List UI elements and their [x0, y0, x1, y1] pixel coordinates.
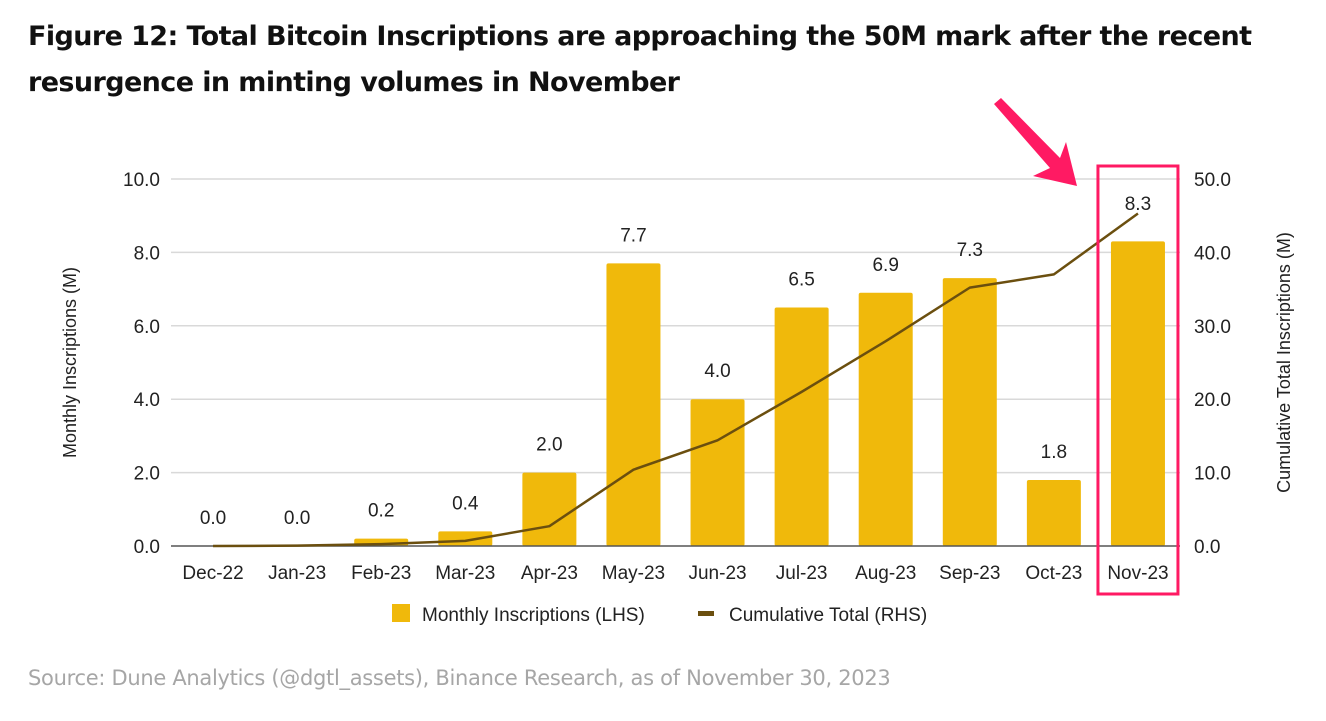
x-axis: Dec-22 Jan-23 Feb-23 Mar-23 Apr-23 May-23 Jun-…: [171, 545, 1180, 584]
legend-swatch-bar: [392, 604, 410, 622]
legend-swatch-line: [698, 611, 714, 616]
y-axis-left: 0.0 2.0 4.0 6.0 8.0 10.0 Monthly Inscriptions …: [60, 170, 160, 558]
legend-label-monthly: Monthly Inscriptions (LHS): [422, 605, 645, 626]
bar: [942, 278, 997, 546]
x-tick-label: Jan-23: [268, 563, 326, 584]
x-tick-label: Nov-23: [1107, 563, 1168, 584]
bar-data-label: 1.8: [1041, 442, 1067, 463]
bar-data-label: 8.3: [1125, 194, 1151, 215]
cumulative-line: [213, 212, 1139, 548]
bar: [858, 292, 913, 546]
bar-data-label: 0.4: [452, 493, 479, 514]
x-tick-label: Dec-22: [182, 563, 243, 584]
highlight-box: [1096, 164, 1180, 596]
x-tick-label: Feb-23: [351, 563, 411, 584]
bar: [522, 472, 577, 546]
x-tick-label: Jul-23: [776, 563, 828, 584]
x-tick-label: Oct-23: [1025, 563, 1082, 584]
y-left-tick-label: 4.0: [134, 390, 160, 411]
data-labels: 0.0 0.0 0.2 0.4 2.0 7.7 4.0 6.5 6.9 7.3 1.8 8.3: [200, 194, 1151, 529]
y-left-tick-label: 0.0: [134, 537, 160, 558]
y-left-tick-label: 8.0: [134, 243, 160, 264]
bar: [1026, 479, 1081, 546]
source-note: Source: Dune Analytics (@dgtl_assets), B…: [28, 666, 891, 690]
x-tick-label: Mar-23: [435, 563, 495, 584]
bar-data-label: 0.0: [200, 508, 226, 529]
y-right-tick-label: 30.0: [1194, 317, 1231, 338]
y-right-tick-label: 20.0: [1194, 390, 1231, 411]
x-tick-label: Jun-23: [688, 563, 746, 584]
y-right-axis-title: Cumulative Total Inscriptions (M): [1274, 232, 1294, 493]
x-tick-label: Apr-23: [521, 563, 578, 584]
x-tick-label: Aug-23: [855, 563, 916, 584]
combo-chart: 0.0 0.0 0.2 0.4 2.0 7.7 4.0 6.5 6.9 7.3 1.8 8.3 Dec…: [60, 98, 1294, 626]
bar: [774, 307, 829, 546]
y-right-tick-label: 40.0: [1194, 243, 1231, 264]
y-left-tick-label: 10.0: [123, 170, 160, 191]
bar: [1110, 241, 1165, 546]
bar-data-label: 0.2: [368, 501, 394, 522]
y-left-axis-title: Monthly Inscriptions (M): [60, 267, 80, 458]
y-right-tick-label: 50.0: [1194, 170, 1231, 191]
y-right-tick-label: 10.0: [1194, 464, 1231, 485]
y-left-tick-label: 6.0: [134, 317, 160, 338]
y-axis-right: 0.0 10.0 20.0 30.0 40.0 50.0 Cumulative Total …: [1194, 170, 1294, 558]
bar-data-label: 4.0: [704, 361, 730, 382]
arrow-icon: [994, 98, 1077, 186]
y-right-tick-label: 0.0: [1194, 537, 1220, 558]
x-tick-label: May-23: [602, 563, 665, 584]
legend: Monthly Inscriptions (LHS) Cumulative Tot…: [392, 604, 927, 626]
figure-title: Figure 12: Total Bitcoin Inscriptions ar…: [28, 21, 1252, 98]
bar-data-label: 7.7: [620, 225, 646, 246]
bar-data-label: 6.9: [872, 255, 898, 276]
legend-label-cumulative: Cumulative Total (RHS): [729, 605, 927, 626]
bar-data-label: 2.0: [536, 435, 562, 456]
bar-data-label: 7.3: [957, 240, 983, 261]
bar: [690, 399, 745, 546]
bar: [606, 263, 661, 546]
y-left-tick-label: 2.0: [134, 464, 160, 485]
x-tick-label: Sep-23: [939, 563, 1000, 584]
annotation: [994, 98, 1180, 596]
bar-data-label: 0.0: [284, 508, 310, 529]
gridlines: [171, 178, 1180, 474]
cumulative-line-group: [213, 212, 1139, 548]
bar-data-label: 6.5: [788, 269, 814, 290]
